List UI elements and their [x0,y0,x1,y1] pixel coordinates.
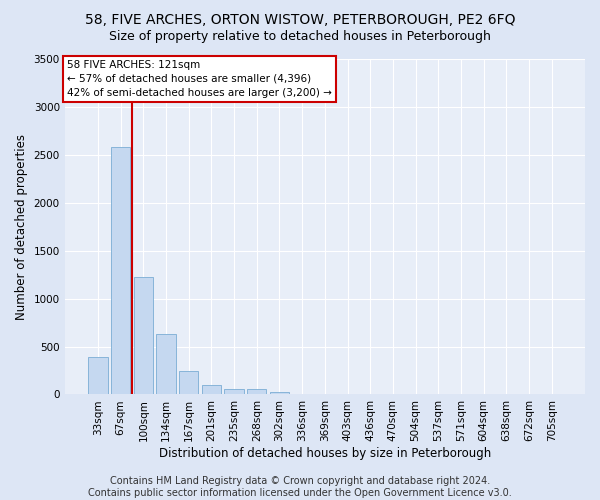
Text: 58 FIVE ARCHES: 121sqm
← 57% of detached houses are smaller (4,396)
42% of semi-: 58 FIVE ARCHES: 121sqm ← 57% of detached… [67,60,332,98]
Text: 58, FIVE ARCHES, ORTON WISTOW, PETERBOROUGH, PE2 6FQ: 58, FIVE ARCHES, ORTON WISTOW, PETERBORO… [85,12,515,26]
Bar [157,334,176,394]
Bar [134,276,153,394]
Bar [270,392,289,394]
Bar [111,147,130,394]
Text: Size of property relative to detached houses in Peterborough: Size of property relative to detached ho… [109,30,491,43]
Y-axis label: Number of detached properties: Number of detached properties [15,134,28,320]
Bar [179,372,199,394]
X-axis label: Distribution of detached houses by size in Peterborough: Distribution of detached houses by size … [159,447,491,460]
Bar [224,388,244,394]
Text: Contains HM Land Registry data © Crown copyright and database right 2024.
Contai: Contains HM Land Registry data © Crown c… [88,476,512,498]
Bar [88,357,107,395]
Bar [202,385,221,394]
Bar [247,389,266,394]
